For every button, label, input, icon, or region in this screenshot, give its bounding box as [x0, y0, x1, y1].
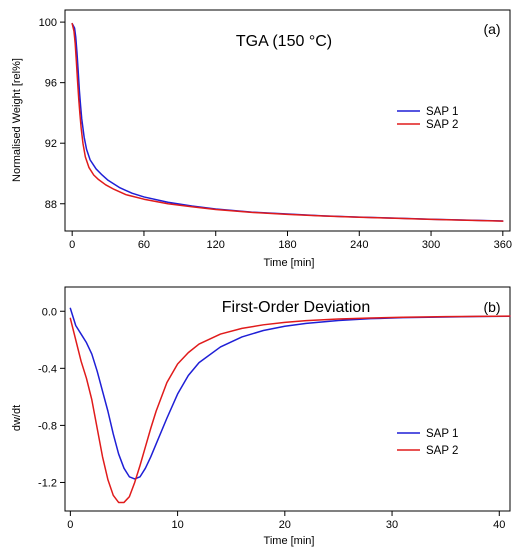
- y-tick-label-tga: 96: [45, 78, 57, 90]
- panel-derivative: First-Order Deviation (b) Time [min] dw/…: [11, 286, 511, 547]
- chart-title-tga: TGA (150 °C): [236, 33, 332, 50]
- x-tick-label-tga: 180: [278, 239, 296, 251]
- y-tick-label-derivative: -1.2: [38, 477, 57, 489]
- y-tick-label-derivative: 0.0: [42, 306, 57, 318]
- y-tick-label-tga: 100: [39, 17, 57, 29]
- legend-label-sap1-tga: SAP 1: [426, 106, 458, 118]
- legend-label-sap2-derivative: SAP 2: [426, 445, 458, 457]
- y-tick-label-tga: 88: [45, 199, 57, 211]
- y-tick-label-derivative: -0.4: [38, 363, 57, 375]
- panel-tga: TGA (150 °C) (a) Time [min] Normalised W…: [11, 9, 512, 269]
- x-tick-label-derivative: 20: [279, 519, 291, 531]
- legend-label-sap2-tga: SAP 2: [426, 119, 458, 131]
- series-line-sap2-derivative: [69, 315, 511, 504]
- x-tick-label-tga: 240: [350, 239, 368, 251]
- x-tick-label-tga: 360: [494, 239, 512, 251]
- x-tick-label-tga: 0: [69, 239, 75, 251]
- legend-label-sap1-derivative: SAP 1: [426, 428, 458, 440]
- x-tick-label-derivative: 10: [171, 519, 183, 531]
- series-line-sap1-derivative: [69, 307, 511, 480]
- series-lines-derivative: [69, 307, 511, 504]
- x-tick-label-tga: 60: [138, 239, 150, 251]
- legend-derivative: SAP 1 SAP 2: [397, 428, 458, 457]
- x-tick-label-derivative: 0: [67, 519, 73, 531]
- panel-label-a: (a): [483, 21, 500, 37]
- axes-derivative: 0 10 20 30 40 0.0 -0.4 -0.8 -1.2: [38, 306, 505, 531]
- chart-title-derivative: First-Order Deviation: [222, 299, 370, 316]
- panel-label-b: (b): [483, 299, 500, 315]
- x-tick-label-derivative: 40: [493, 519, 505, 531]
- y-axis-title-derivative: dw/dt: [11, 405, 23, 431]
- y-tick-label-derivative: -0.8: [38, 420, 57, 432]
- legend-tga: SAP 1 SAP 2: [397, 106, 458, 131]
- x-tick-label-tga: 120: [207, 239, 225, 251]
- plot-frame-derivative: [64, 286, 511, 512]
- series-line-sap2-tga: [71, 22, 504, 222]
- y-tick-label-tga: 92: [45, 138, 57, 150]
- y-axis-title-tga: Normalised Weight [rel%]: [11, 58, 23, 182]
- x-tick-label-tga: 300: [422, 239, 440, 251]
- x-axis-title-derivative: Time [min]: [264, 535, 315, 547]
- x-tick-label-derivative: 30: [386, 519, 398, 531]
- x-axis-title-tga: Time [min]: [264, 257, 315, 269]
- axes-tga: 0 60 120 180 240 300 360 88 92 96 100: [39, 17, 512, 251]
- series-lines-tga: [71, 22, 504, 222]
